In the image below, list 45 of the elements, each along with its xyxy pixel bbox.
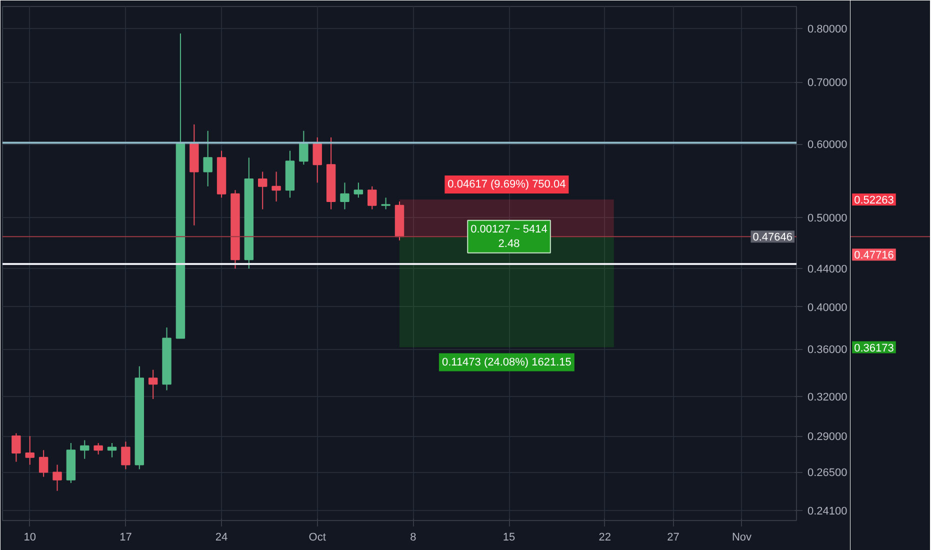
candlestick	[272, 171, 281, 202]
text: 0.52263	[854, 194, 894, 206]
candlestick	[148, 369, 158, 400]
y-tick-label: 0.32000	[808, 392, 848, 404]
candlestick	[312, 136, 322, 184]
y-tick-label: 0.36000	[808, 344, 848, 356]
y-tick-label: 0.29000	[808, 431, 848, 444]
candlestick	[203, 130, 212, 187]
x-tick-label: 24	[215, 532, 228, 544]
y-tick-label: 0.26500	[808, 467, 848, 480]
y-tick-label: 0.70000	[808, 77, 848, 90]
y-tick-label: 0.80000	[808, 23, 848, 36]
candlestick	[354, 182, 364, 198]
candlestick	[340, 182, 350, 210]
candlestick	[368, 186, 377, 210]
band-label: 0.11473 (24.08%) 1621.15	[442, 356, 572, 368]
x-tick-label: Nov	[732, 532, 752, 544]
candlestick	[381, 197, 390, 210]
candlestick	[299, 130, 308, 166]
y-tick-label: 0.50000	[808, 212, 848, 224]
candlestick	[12, 432, 21, 462]
x-tick-label: 8	[410, 532, 416, 544]
y-tick-label: 0.60000	[808, 139, 848, 152]
y-tick-label: 0.44000	[808, 264, 848, 276]
candlestick	[38, 450, 48, 478]
x-tick-label: 15	[502, 532, 516, 544]
x-tick-label: Oct	[308, 532, 326, 544]
y-tick-label: 0.40000	[808, 302, 848, 314]
text: 0.36173	[854, 342, 894, 354]
candlestick	[258, 171, 268, 210]
x-tick-label: 27	[667, 532, 680, 544]
candlestick	[25, 436, 34, 466]
annotation: 0.00127 ~ 5414 2.48	[470, 223, 548, 250]
y-tick-label: 0.24100	[808, 505, 848, 518]
x-tick-label: 17	[120, 532, 132, 544]
text: 0.47716	[854, 250, 894, 262]
candlestick	[52, 464, 62, 492]
band-label: 0.04617 (9.69%) 750.04	[448, 178, 566, 190]
candlestick	[94, 442, 103, 455]
candlestick	[121, 441, 130, 470]
candlestick	[107, 442, 117, 458]
x-tick-label: 22	[598, 532, 611, 544]
x-tick-label: 10	[24, 532, 36, 544]
candlestick	[80, 440, 90, 460]
ref-line-label: 0.47646	[752, 232, 793, 244]
